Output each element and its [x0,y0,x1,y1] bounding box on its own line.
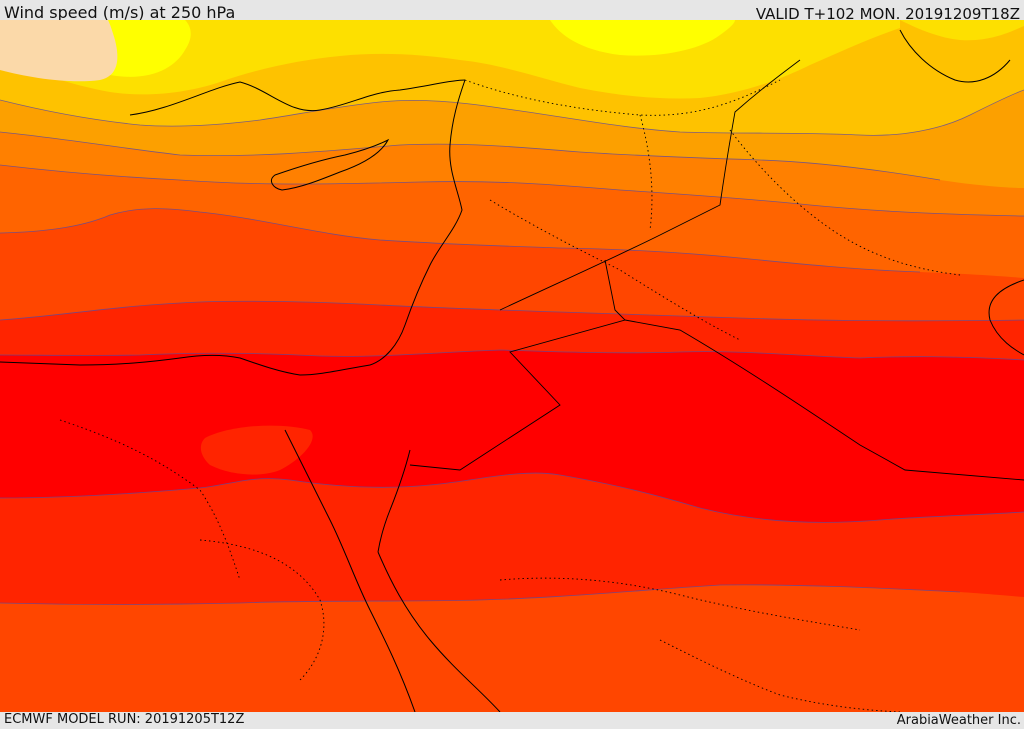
brand-label: ArabiaWeather Inc. [896,713,1021,728]
band-8-south [0,584,1024,712]
band-1 [0,20,118,82]
footer-bar [0,712,1024,729]
band-9-patch [200,425,313,475]
model-run-label: ECMWF MODEL RUN: 20191205T12Z [4,712,245,727]
band-3b [900,20,1024,41]
map-title: Wind speed (m/s) at 250 hPa [4,3,236,22]
valid-time-label: VALID T+102 MON. 20191209T18Z [755,5,1020,23]
wind-speed-map [0,20,1024,712]
band-2b [550,20,735,56]
header-bar [0,0,1024,20]
wind-contours [0,89,1024,605]
coastlines [0,29,1024,712]
boundary-lines [409,59,1024,481]
country-borders [59,79,961,712]
